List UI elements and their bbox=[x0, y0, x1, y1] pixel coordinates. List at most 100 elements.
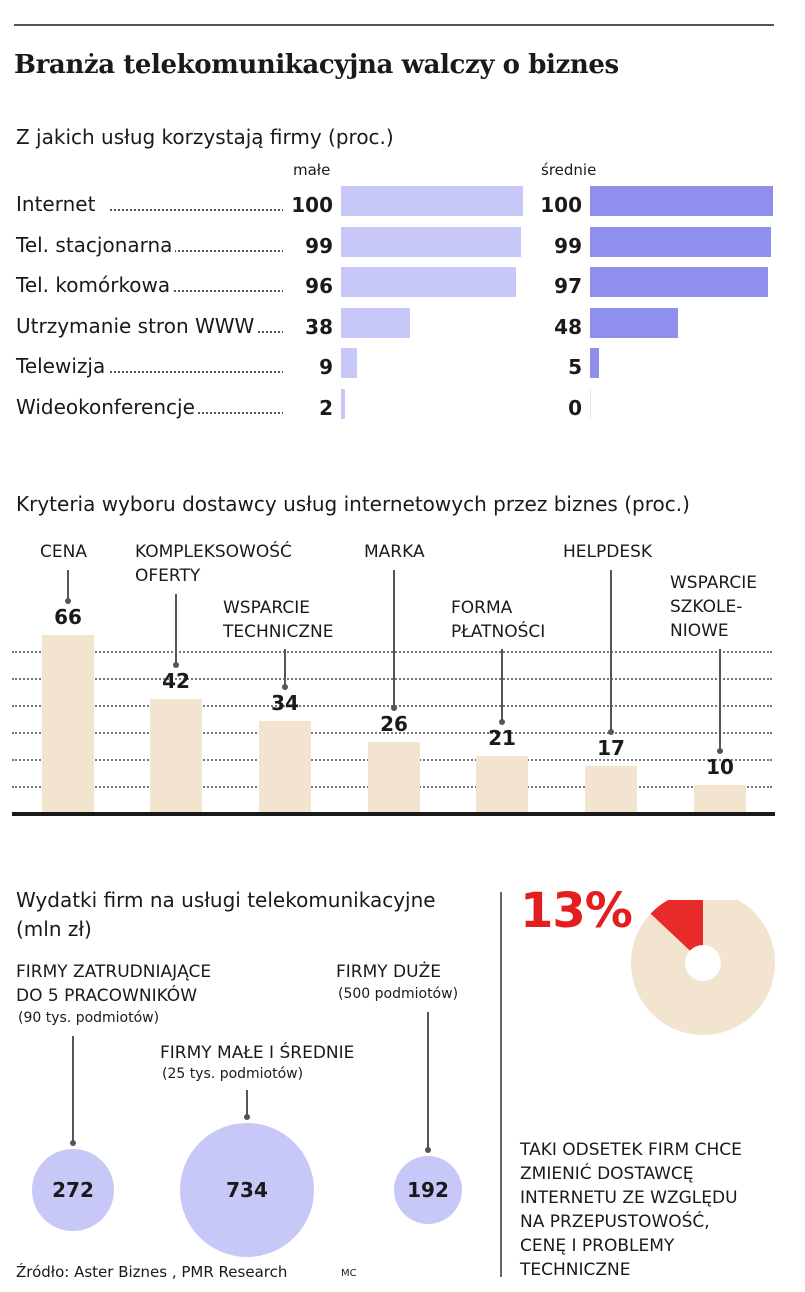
criteria-bar bbox=[150, 699, 202, 812]
leader-dots bbox=[110, 249, 300, 252]
value-small: 2 bbox=[283, 395, 333, 420]
criteria-label: WSPARCIE TECHNICZNE bbox=[223, 598, 334, 642]
service-label: Internet bbox=[16, 192, 99, 216]
criteria-bar bbox=[259, 720, 311, 812]
criteria-baseline bbox=[12, 812, 775, 816]
criteria-bar bbox=[585, 766, 637, 812]
service-label: Tel. stacjonarna bbox=[16, 232, 176, 257]
leader-dots bbox=[110, 371, 300, 373]
leader-dots bbox=[110, 209, 300, 211]
group-leader-dot bbox=[425, 1146, 431, 1153]
group-sublabel: (25 tys. podmiotów) bbox=[162, 1066, 304, 1082]
criteria-bar bbox=[476, 755, 528, 812]
pie-caption: TAKI ODSETEK FIRM CHCE ZMIENIĆ DOSTAWCĘ … bbox=[520, 1140, 742, 1280]
criteria-value: 66 bbox=[54, 605, 82, 629]
bar-small bbox=[341, 267, 516, 297]
top-rule bbox=[14, 24, 774, 26]
group-leader-dot bbox=[70, 1140, 76, 1147]
bar-medium bbox=[590, 267, 768, 297]
bar-medium bbox=[590, 307, 678, 338]
bar-small bbox=[341, 348, 358, 378]
group-leader bbox=[246, 1090, 248, 1117]
criteria-leader bbox=[501, 649, 503, 722]
criteria-leader bbox=[284, 649, 286, 687]
value-medium: 48 bbox=[532, 314, 582, 339]
criteria-title: Kryteria wyboru dostawcy usług interneto… bbox=[16, 492, 690, 516]
criteria-label: KOMPLEKSOWOŚĆ OFERTY bbox=[135, 542, 292, 586]
criteria-leader-dot bbox=[282, 683, 288, 690]
group-sublabel: (500 podmiotów) bbox=[338, 986, 459, 1002]
value-medium: 97 bbox=[532, 274, 582, 298]
service-label: Telewizja bbox=[16, 354, 109, 378]
criteria-label: MARKA bbox=[364, 542, 425, 562]
group-label: FIRMY ZATRUDNIAJĄCE DO 5 PRACOWNIKÓW bbox=[16, 962, 212, 1006]
bar-medium bbox=[590, 226, 772, 257]
group-label: FIRMY MAŁE I ŚREDNIE bbox=[160, 1043, 355, 1063]
author-initials: MC bbox=[341, 1268, 357, 1279]
criteria-leader bbox=[393, 570, 395, 709]
criteria-leader bbox=[67, 570, 69, 601]
value-medium: 5 bbox=[532, 355, 582, 379]
criteria-leader bbox=[175, 594, 177, 666]
criteria-leader-dot bbox=[717, 748, 723, 755]
source-note: Źródło: Aster Biznes , PMR Research bbox=[16, 1263, 288, 1281]
spending-title-line2: (mln zł) bbox=[16, 917, 92, 941]
services-title: Z jakich usług korzystają firmy (proc.) bbox=[16, 125, 394, 149]
criteria-value: 10 bbox=[706, 755, 734, 780]
criteria-bar bbox=[368, 742, 420, 812]
pie-chart bbox=[631, 900, 775, 1035]
criteria-leader-dot bbox=[608, 729, 614, 736]
spending-bubble: 272 bbox=[32, 1149, 114, 1231]
criteria-value: 17 bbox=[597, 736, 625, 761]
bar-medium bbox=[590, 186, 773, 216]
spending-bubble: 192 bbox=[393, 1155, 463, 1225]
value-small: 9 bbox=[283, 355, 333, 379]
group-label: FIRMY DUŻE bbox=[336, 962, 441, 982]
criteria-label: FORMA PŁATNOŚCI bbox=[451, 598, 546, 642]
gridline bbox=[12, 651, 772, 653]
criteria-label: CENA bbox=[40, 542, 87, 562]
criteria-leader bbox=[719, 649, 721, 752]
leader-dots bbox=[110, 411, 300, 414]
spending-title-line1: Wydatki firm na usługi telekomunikacyjne bbox=[16, 888, 436, 912]
criteria-leader-dot bbox=[499, 718, 505, 725]
group-leader bbox=[72, 1036, 74, 1144]
column-header-medium: średnie bbox=[541, 161, 597, 179]
bar-small bbox=[341, 307, 411, 338]
section-divider bbox=[500, 892, 502, 1277]
service-label: Wideokonferencje bbox=[16, 394, 198, 419]
criteria-leader-dot bbox=[391, 705, 397, 712]
value-small: 99 bbox=[283, 233, 333, 258]
value-small: 100 bbox=[283, 193, 333, 217]
criteria-value: 34 bbox=[271, 690, 299, 715]
value-small: 96 bbox=[283, 274, 333, 298]
service-label: Tel. komórkowa bbox=[16, 273, 174, 297]
spending-bubble: 734 bbox=[180, 1123, 314, 1257]
pie-percent-label: 13% bbox=[520, 883, 633, 939]
bar-small bbox=[341, 186, 523, 216]
bar-medium bbox=[590, 388, 591, 419]
gridline bbox=[12, 732, 772, 734]
value-medium: 99 bbox=[532, 233, 582, 258]
group-sublabel: (90 tys. podmiotów) bbox=[18, 1010, 160, 1026]
criteria-value: 21 bbox=[488, 725, 516, 750]
pie-slice-highlight bbox=[650, 900, 703, 963]
criteria-value: 42 bbox=[162, 669, 190, 694]
criteria-bar bbox=[694, 785, 746, 812]
gridline bbox=[12, 678, 772, 680]
value-medium: 0 bbox=[532, 395, 582, 420]
pie-center-hole bbox=[685, 945, 721, 981]
criteria-leader bbox=[610, 570, 612, 733]
criteria-leader-dot bbox=[65, 598, 71, 604]
criteria-label: WSPARCIE SZKOLE- NIOWE bbox=[670, 573, 757, 641]
criteria-label: HELPDESK bbox=[563, 542, 653, 562]
bar-medium bbox=[590, 348, 600, 378]
leader-dots bbox=[110, 290, 300, 292]
column-header-small: małe bbox=[293, 161, 331, 179]
bar-small bbox=[341, 388, 345, 419]
criteria-value: 26 bbox=[380, 712, 408, 737]
criteria-leader-dot bbox=[173, 662, 179, 669]
value-medium: 100 bbox=[532, 193, 582, 217]
page-title: Branża telekomunikacyjna walczy o biznes bbox=[14, 50, 619, 80]
service-label: Utrzymanie stron WWW bbox=[16, 313, 258, 338]
